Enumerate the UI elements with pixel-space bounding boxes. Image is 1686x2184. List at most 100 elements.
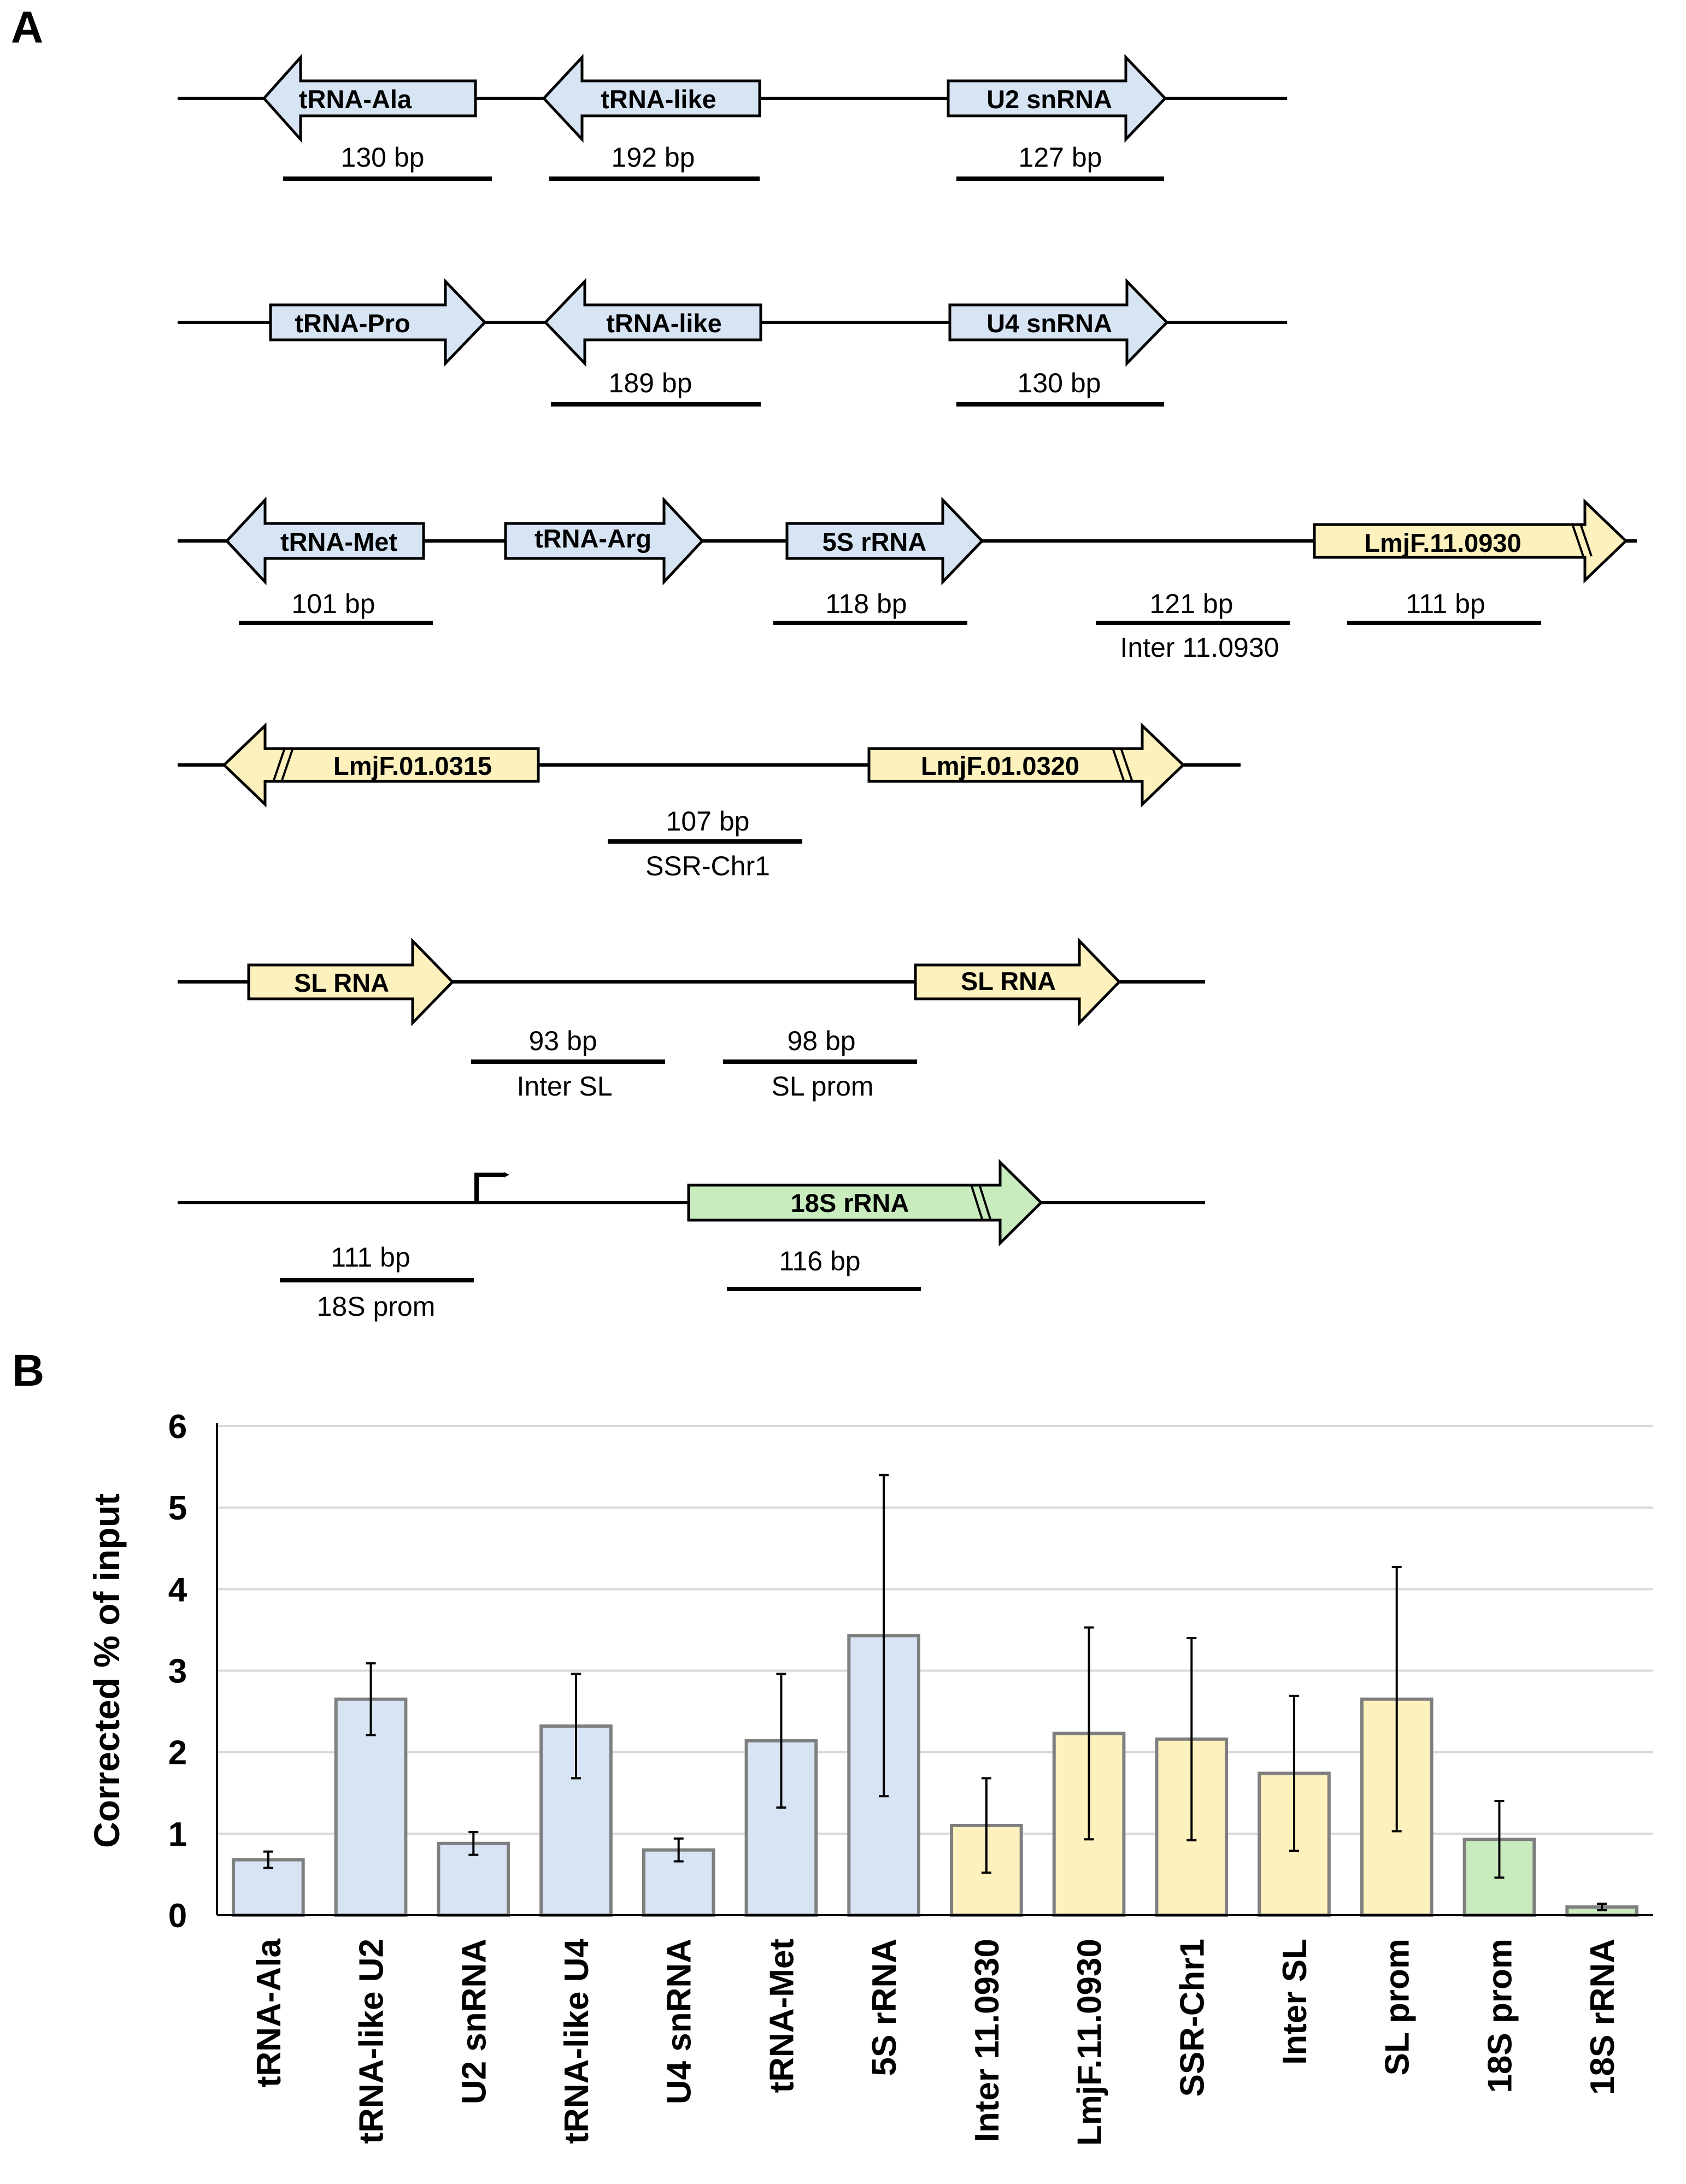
y-tick-label: 1 (168, 1816, 187, 1853)
amplicon-size: 111 bp (1406, 588, 1485, 619)
gene-arrow-shape (262, 54, 477, 143)
error-bar (571, 1673, 581, 1780)
amplicon: 107 bp SSR-Chr1 (608, 806, 802, 881)
amplicon-name: 18S prom (317, 1291, 436, 1322)
gene-arrow-shape (247, 937, 455, 1027)
error-bar (1391, 1566, 1402, 1833)
gene-arrow-shape (914, 937, 1121, 1027)
error-bar (1494, 1800, 1505, 1879)
y-tick-label: 0 (168, 1897, 187, 1935)
amplicon-name: SSR-Chr1 (645, 851, 770, 881)
y-axis-title: Corrected % of input (86, 1493, 127, 1848)
gene-arrow-18s-rrna: 18S rRNA (687, 1159, 1043, 1246)
gene-label: SL RNA (294, 968, 389, 997)
error-bars (263, 1474, 1607, 1912)
gene-arrow-shape (687, 1159, 1043, 1246)
y-tick-label: 3 (168, 1653, 187, 1691)
amplicon-size: 116 bp (779, 1246, 860, 1276)
y-tick-label: 4 (168, 1571, 187, 1609)
gene-arrow-sl-rna-2: SL RNA (914, 937, 1121, 1027)
gene-arrow-shape (785, 496, 984, 586)
truncation-mark (1112, 749, 1125, 781)
gene-arrow-shape (867, 722, 1185, 808)
y-tick-label: 5 (168, 1490, 187, 1527)
truncation-mark (979, 1186, 991, 1220)
amplicon-size: 93 bp (528, 1026, 597, 1056)
amplicon: 93 bp Inter SL (471, 1026, 665, 1102)
gene-arrow-lmjf-01-0315: LmjF.01.0315 (222, 722, 540, 808)
amplicon: 111 bp 18S prom (280, 1242, 474, 1322)
amplicon-name: Inter 11.0930 (1120, 632, 1279, 663)
gene-arrow-shape (269, 278, 487, 367)
locus-row-4: LmjF.01.0315 LmjF.01.0320 107 bp SSR-Chr… (178, 722, 1241, 881)
amplicon: 98 bp SL prom (723, 1026, 917, 1102)
gene-label: tRNA-Pro (295, 309, 410, 338)
amplicon-size: 192 bp (612, 142, 695, 173)
amplicon-size: 101 bp (292, 588, 375, 619)
transcription-start-arrow (474, 1172, 509, 1203)
x-category-label: U2 snRNA (455, 1939, 493, 2104)
amplicon-size: 130 bp (341, 142, 425, 173)
amplicon: 118 bp (773, 588, 967, 625)
amplicon-size: 130 bp (1018, 368, 1101, 398)
error-bar (1289, 1694, 1299, 1852)
amplicon-size: 111 bp (331, 1242, 410, 1273)
locus-row-3: tRNA-Met tRNA-Arg 5S rRNA LmjF.11.0930 1… (178, 496, 1637, 663)
amplicon-name: Inter SL (516, 1071, 612, 1102)
gene-arrow-lmjf-11-0930: LmjF.11.0930 (1313, 498, 1628, 584)
gene-arrow-shape (222, 722, 540, 808)
amplicon-name: SL prom (771, 1071, 873, 1102)
error-bar (263, 1850, 273, 1869)
amplicon-size: 107 bp (666, 806, 750, 837)
x-category-label: SL prom (1379, 1939, 1417, 2075)
gene-label: tRNA-Arg (534, 524, 651, 553)
amplicon-size: 118 bp (825, 588, 907, 619)
error-bar (468, 1830, 479, 1856)
error-bar (879, 1474, 889, 1798)
gene-arrow-trna-arg: tRNA-Arg (504, 496, 704, 586)
y-tick-label: 6 (168, 1408, 187, 1446)
locus-row-5: SL RNA SL RNA 93 bp Inter SL 98 bp SL pr… (178, 937, 1205, 1102)
locus-row-1: tRNA-Ala tRNA-like U2 snRNA 130 bp 192 b… (178, 54, 1287, 181)
x-category-label: tRNA-Ala (250, 1938, 288, 2087)
truncation-mark (281, 749, 293, 781)
truncation-mark (1572, 525, 1584, 557)
gene-arrow-shape (542, 54, 761, 143)
bars (232, 1634, 1638, 1917)
gene-arrow-trna-like: tRNA-like (543, 278, 762, 367)
truncation-mark (1120, 749, 1133, 781)
locus-row-2: tRNA-Pro tRNA-like U4 snRNA 189 bp 130 b… (178, 278, 1287, 407)
error-bar (1084, 1626, 1094, 1841)
locus-row-6: 18S rRNA 111 bp 18S prom 116 bp (178, 1159, 1205, 1322)
gene-arrow-sl-rna-1: SL RNA (247, 937, 455, 1027)
gene-label: tRNA-Met (280, 527, 397, 556)
gene-label: SL RNA (961, 967, 1056, 996)
panel-b-letter: B (12, 1346, 44, 1396)
gene-arrow-u4-snrna: U4 snRNA (948, 278, 1169, 367)
amplicon: 127 bp (956, 142, 1164, 181)
gene-arrow-shape (948, 278, 1169, 367)
amplicon: 189 bp (551, 368, 761, 407)
gene-label: U4 snRNA (986, 309, 1112, 338)
error-bar (1186, 1636, 1197, 1841)
gene-arrow-trna-like: tRNA-like (542, 54, 761, 143)
gene-label: 5S rRNA (823, 527, 927, 556)
x-category-label: 18S prom (1481, 1939, 1519, 2093)
gridlines (217, 1425, 1653, 1835)
x-category-label: LmjF.11.0930 (1071, 1939, 1109, 2146)
gene-label: 18S rRNA (791, 1188, 909, 1217)
gene-arrow-shape (1313, 498, 1628, 584)
amplicon-size: 189 bp (609, 368, 692, 398)
y-tick-label: 2 (168, 1734, 187, 1772)
gene-arrow-trna-ala: tRNA-Ala (262, 54, 477, 143)
gene-label: U2 snRNA (986, 85, 1112, 114)
panel-a-letter: A (11, 3, 43, 52)
error-bar (673, 1837, 684, 1863)
truncation-mark (971, 1186, 983, 1220)
amplicon: 130 bp (956, 368, 1164, 407)
gene-label: tRNA-like (606, 309, 722, 338)
amplicon: 130 bp (283, 142, 492, 181)
